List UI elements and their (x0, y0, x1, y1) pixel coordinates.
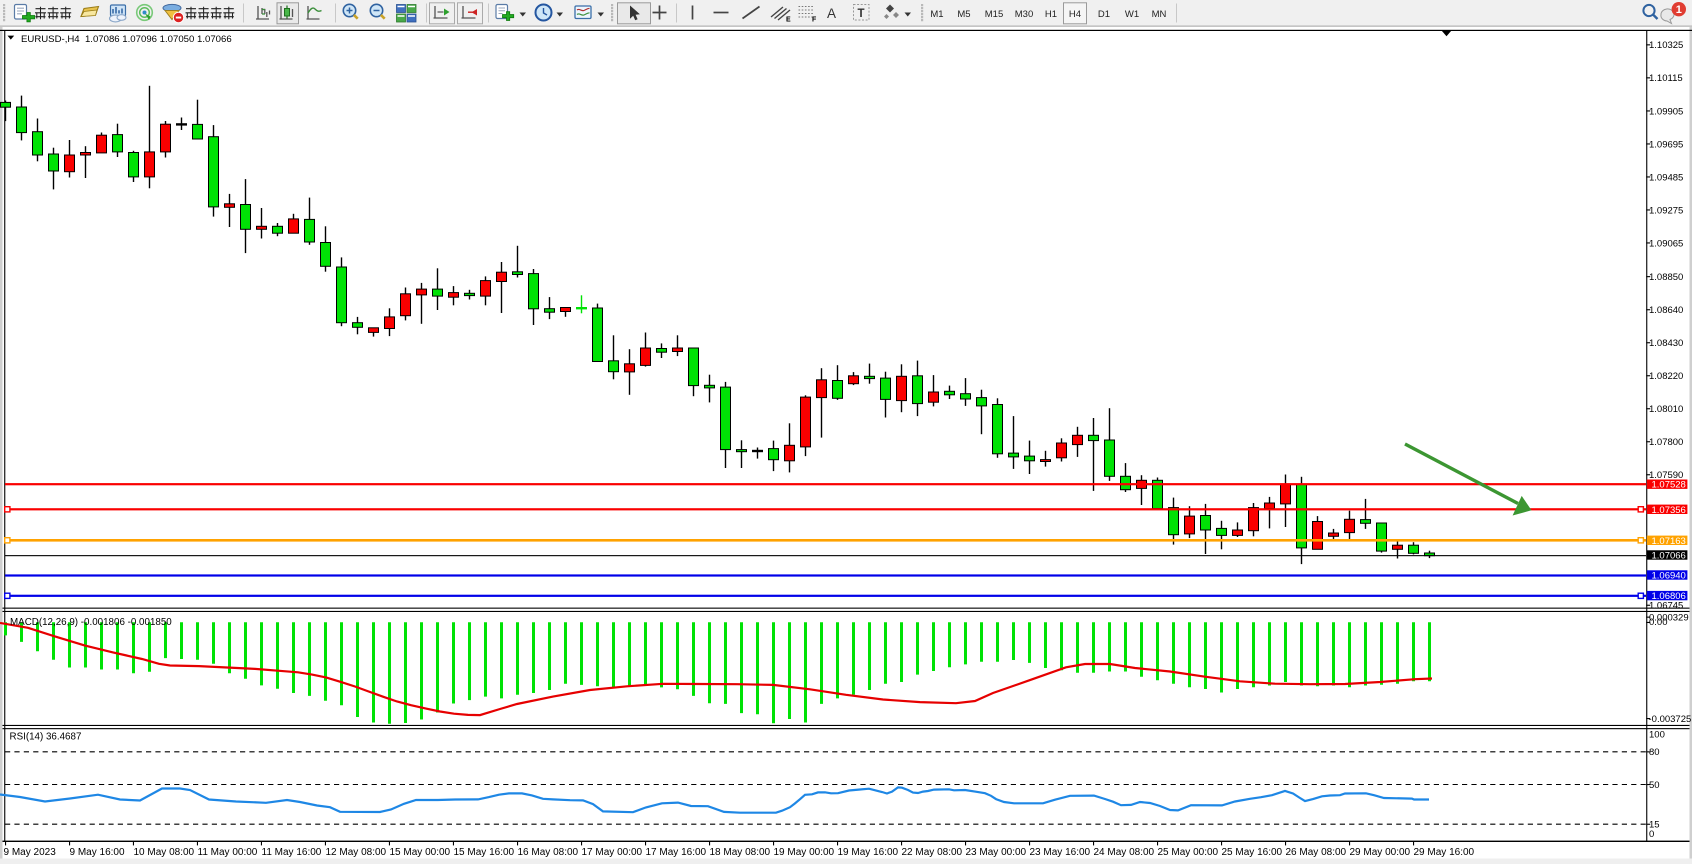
svg-text:D1: D1 (1098, 9, 1110, 20)
svg-text:26 May 08:00: 26 May 08:00 (1286, 847, 1347, 858)
svg-text:1.08430: 1.08430 (1649, 338, 1683, 349)
svg-text:F: F (812, 17, 817, 24)
svg-text:1.07066: 1.07066 (1652, 551, 1686, 562)
svg-text:MACD(12,26,9) -0.001806 -0.001: MACD(12,26,9) -0.001806 -0.001850 (10, 617, 172, 628)
svg-text:1.07163: 1.07163 (1652, 536, 1686, 547)
svg-text:29 May 16:00: 29 May 16:00 (1414, 847, 1475, 858)
svg-text:1.08850: 1.08850 (1649, 272, 1683, 283)
svg-text:16 May 08:00: 16 May 08:00 (518, 847, 579, 858)
svg-text:W1: W1 (1125, 9, 1139, 20)
svg-text:T: T (858, 8, 865, 20)
svg-text:1.06806: 1.06806 (1652, 591, 1686, 602)
svg-text:0.000329: 0.000329 (1649, 613, 1689, 624)
svg-text:1.07356: 1.07356 (1652, 505, 1686, 516)
svg-text:H1: H1 (1045, 9, 1057, 20)
svg-text:1.08640: 1.08640 (1649, 305, 1683, 316)
svg-text:22 May 08:00: 22 May 08:00 (902, 847, 963, 858)
svg-text:12 May 08:00: 12 May 08:00 (326, 847, 387, 858)
svg-text:23 May 00:00: 23 May 00:00 (966, 847, 1027, 858)
svg-text:15 May 00:00: 15 May 00:00 (390, 847, 451, 858)
svg-text:17 May 16:00: 17 May 16:00 (646, 847, 707, 858)
svg-text:M1: M1 (930, 9, 943, 20)
svg-text:E: E (786, 17, 791, 24)
svg-text:1.10115: 1.10115 (1649, 73, 1683, 84)
svg-text:9 May 16:00: 9 May 16:00 (70, 847, 125, 858)
svg-text:A: A (827, 6, 836, 21)
svg-text:29 May 00:00: 29 May 00:00 (1350, 847, 1411, 858)
svg-text:1.08220: 1.08220 (1649, 371, 1683, 382)
svg-text:19 May 16:00: 19 May 16:00 (838, 847, 899, 858)
svg-text:1.08010: 1.08010 (1649, 404, 1683, 415)
svg-text:EURUSD-,H4 1.07086 1.07096 1.: EURUSD-,H4 1.07086 1.07096 1.07050 1.070… (21, 34, 232, 45)
svg-text:50: 50 (1649, 780, 1660, 791)
svg-text:25 May 16:00: 25 May 16:00 (1222, 847, 1283, 858)
svg-text:1: 1 (1676, 4, 1682, 16)
svg-text:25 May 00:00: 25 May 00:00 (1158, 847, 1219, 858)
svg-text:M5: M5 (957, 9, 970, 20)
svg-text:0: 0 (1649, 829, 1654, 840)
svg-text:24 May 08:00: 24 May 08:00 (1094, 847, 1155, 858)
svg-text:M30: M30 (1015, 9, 1033, 20)
svg-text:15: 15 (1649, 820, 1660, 831)
svg-text:0.00: 0.00 (1649, 617, 1668, 628)
svg-text:1.09275: 1.09275 (1649, 205, 1683, 216)
svg-text:1.06745: 1.06745 (1649, 601, 1683, 612)
svg-text:9 May 2023: 9 May 2023 (4, 847, 57, 858)
svg-text:1.07800: 1.07800 (1649, 437, 1683, 448)
svg-text:H4: H4 (1069, 9, 1081, 20)
svg-text:1.07528: 1.07528 (1652, 480, 1686, 491)
svg-text:100: 100 (1649, 730, 1665, 741)
svg-text:1.09695: 1.09695 (1649, 139, 1683, 150)
svg-text:10 May 08:00: 10 May 08:00 (134, 847, 195, 858)
svg-text:-0.003725: -0.003725 (1649, 714, 1692, 725)
svg-text:1.09905: 1.09905 (1649, 106, 1683, 117)
svg-text:11 May 16:00: 11 May 16:00 (262, 847, 322, 858)
svg-text:1.09065: 1.09065 (1649, 238, 1683, 249)
svg-text:MN: MN (1152, 9, 1167, 20)
svg-text:1.10325: 1.10325 (1649, 40, 1683, 51)
svg-text:23 May 16:00: 23 May 16:00 (1030, 847, 1091, 858)
svg-text:17 May 00:00: 17 May 00:00 (582, 847, 643, 858)
svg-text:19 May 00:00: 19 May 00:00 (774, 847, 835, 858)
svg-text:80: 80 (1649, 747, 1660, 758)
svg-text:1.09485: 1.09485 (1649, 172, 1683, 183)
svg-text:18 May 08:00: 18 May 08:00 (710, 847, 771, 858)
svg-text:15 May 16:00: 15 May 16:00 (454, 847, 515, 858)
svg-text:11 May 00:00: 11 May 00:00 (198, 847, 258, 858)
svg-text:RSI(14) 36.4687: RSI(14) 36.4687 (10, 731, 82, 742)
svg-text:1.07590: 1.07590 (1649, 470, 1683, 481)
svg-text:M15: M15 (985, 9, 1003, 20)
svg-text:1.06940: 1.06940 (1652, 571, 1686, 582)
